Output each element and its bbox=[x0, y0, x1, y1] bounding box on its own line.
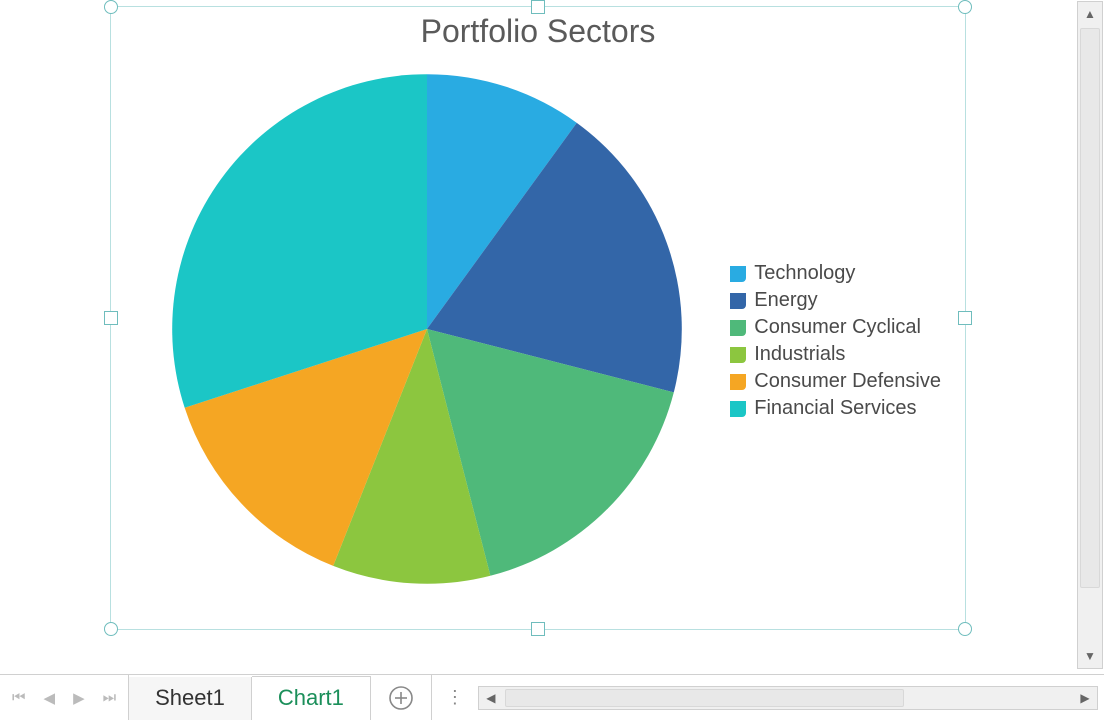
scroll-left-button[interactable]: ◀ bbox=[479, 687, 503, 709]
legend-label: Consumer Defensive bbox=[754, 370, 941, 393]
scroll-up-button[interactable]: ▲ bbox=[1078, 2, 1102, 26]
legend-label: Financial Services bbox=[754, 397, 916, 420]
spreadsheet-app: Portfolio Sectors TechnologyEnergyConsum… bbox=[0, 0, 1104, 720]
legend-swatch-icon bbox=[730, 266, 746, 282]
legend-item-consumer-defensive[interactable]: Consumer Defensive bbox=[730, 370, 941, 393]
scroll-right-button[interactable]: ▶ bbox=[1073, 687, 1097, 709]
legend-item-industrials[interactable]: Industrials bbox=[730, 343, 941, 366]
chart-canvas-area: Portfolio Sectors TechnologyEnergyConsum… bbox=[0, 0, 1076, 672]
vertical-scroll-thumb[interactable] bbox=[1080, 28, 1100, 588]
legend-swatch-icon bbox=[730, 293, 746, 309]
chart-legend[interactable]: Technology Energy Consumer Cyclical Industr… bbox=[730, 258, 941, 424]
legend-swatch-icon bbox=[730, 374, 746, 390]
legend-swatch-icon bbox=[730, 320, 746, 336]
sheet-nav-buttons: ⏮ ◀ ▶ ⏭ bbox=[0, 675, 128, 720]
legend-item-energy[interactable]: Energy bbox=[730, 289, 941, 312]
legend-item-financial-services[interactable]: Financial Services bbox=[730, 397, 941, 420]
drag-dots-icon[interactable]: ⋮ bbox=[446, 687, 468, 708]
vertical-scrollbar[interactable]: ▲ ▼ bbox=[1077, 1, 1103, 669]
horizontal-scroll-thumb[interactable] bbox=[505, 689, 904, 707]
resize-handle-bottom-left[interactable] bbox=[104, 622, 118, 636]
legend-swatch-icon bbox=[730, 347, 746, 363]
nav-prev-icon[interactable]: ◀ bbox=[40, 687, 60, 709]
nav-next-icon[interactable]: ▶ bbox=[69, 687, 89, 709]
resize-handle-bottom-right[interactable] bbox=[958, 622, 972, 636]
nav-last-icon[interactable]: ⏭ bbox=[99, 687, 121, 708]
vertical-scroll-track[interactable] bbox=[1078, 26, 1102, 644]
resize-handle-top-mid[interactable] bbox=[531, 0, 545, 14]
horizontal-scroll-track[interactable] bbox=[503, 687, 1073, 709]
sheet-tab-chart1[interactable]: Chart1 bbox=[252, 676, 371, 720]
sheet-tab-sheet1[interactable]: Sheet1 bbox=[129, 677, 252, 720]
sheet-tab-bar: ⏮ ◀ ▶ ⏭ Sheet1Chart1 ⋮ ◀ ▶ bbox=[0, 674, 1104, 720]
sheet-tabs: Sheet1Chart1 bbox=[128, 675, 371, 720]
legend-label: Energy bbox=[754, 289, 817, 312]
nav-first-icon[interactable]: ⏮ bbox=[8, 687, 30, 708]
legend-swatch-icon bbox=[730, 401, 746, 417]
legend-label: Technology bbox=[754, 262, 855, 285]
add-sheet-button[interactable] bbox=[371, 675, 431, 720]
scroll-down-button[interactable]: ▼ bbox=[1078, 644, 1102, 668]
resize-handle-top-right[interactable] bbox=[958, 0, 972, 14]
legend-item-consumer-cyclical[interactable]: Consumer Cyclical bbox=[730, 316, 941, 339]
chart-object-selected[interactable]: Portfolio Sectors TechnologyEnergyConsum… bbox=[110, 6, 966, 630]
horizontal-scrollbar[interactable]: ◀ ▶ bbox=[478, 686, 1098, 710]
chart-body: Technology Energy Consumer Cyclical Industr… bbox=[111, 63, 965, 619]
resize-handle-bottom-mid[interactable] bbox=[531, 622, 545, 636]
resize-handle-top-left[interactable] bbox=[104, 0, 118, 14]
legend-item-technology[interactable]: Technology bbox=[730, 262, 941, 285]
horizontal-scroll-area: ⋮ ◀ ▶ bbox=[431, 675, 1104, 720]
legend-label: Consumer Cyclical bbox=[754, 316, 921, 339]
legend-label: Industrials bbox=[754, 343, 845, 366]
plus-circle-icon bbox=[388, 685, 414, 711]
pie-chart[interactable] bbox=[167, 69, 687, 589]
